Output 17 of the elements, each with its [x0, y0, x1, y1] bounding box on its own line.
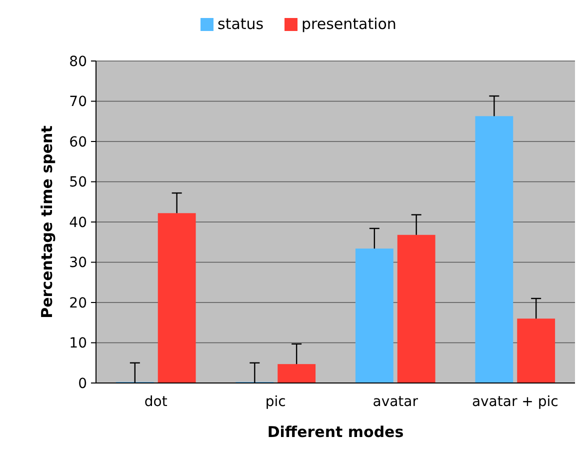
- x-tick-label: pic: [265, 394, 286, 410]
- legend-label: presentation: [302, 15, 396, 33]
- y-tick-label: 40: [69, 214, 87, 231]
- y-tick-label: 60: [69, 134, 87, 150]
- y-tick-label: 30: [69, 255, 87, 272]
- x-tick-label: avatar: [372, 394, 418, 410]
- y-tick-label: 50: [69, 174, 87, 191]
- y-tick-label: 10: [69, 336, 87, 352]
- y-tick-label: 0: [78, 376, 87, 392]
- legend-label: status: [218, 15, 264, 33]
- x-tick-label: avatar + pic: [472, 394, 558, 410]
- x-tick-label: dot: [144, 394, 168, 410]
- x-axis-title: Different modes: [267, 423, 404, 441]
- y-axis-title: Percentage time spent: [38, 126, 56, 318]
- y-tick-label: 20: [69, 295, 87, 312]
- y-tick-label: 80: [69, 54, 87, 70]
- y-tick-label: 70: [69, 94, 87, 110]
